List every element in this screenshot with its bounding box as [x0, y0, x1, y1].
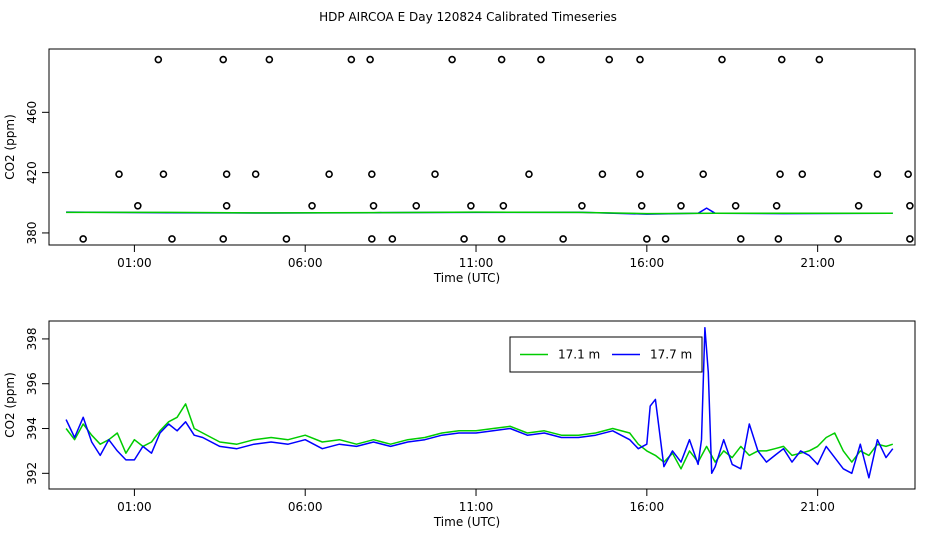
bottom-y-tick-label: 396: [25, 372, 39, 395]
top-y-tick-label: 460: [25, 101, 39, 124]
top-data-point: [636, 170, 644, 178]
top-data-point: [448, 55, 456, 64]
top-data-point: [308, 202, 316, 210]
top-data-point: [637, 202, 646, 210]
top-data-point: [643, 235, 651, 243]
top-data-point: [598, 170, 607, 178]
top-x-tick-label: 01:00: [117, 256, 152, 270]
top-data-point: [736, 235, 745, 243]
top-data-point: [460, 235, 468, 243]
top-data-point: [368, 235, 376, 243]
top-data-point: [222, 170, 231, 178]
top-data-point: [467, 202, 475, 210]
top-data-point: [798, 170, 807, 178]
top-data-point: [904, 170, 912, 178]
bottom-y-axis-label: CO2 (ppm): [3, 372, 17, 438]
top-data-point: [854, 202, 863, 210]
top-data-point: [412, 202, 421, 210]
top-data-point: [906, 202, 914, 210]
top-data-point: [251, 170, 260, 178]
top-data-point: [369, 202, 378, 210]
top-data-point: [168, 235, 176, 243]
top-data-point: [525, 170, 533, 178]
bottom-y-tick-label: 394: [25, 417, 39, 440]
top-data-point: [873, 170, 882, 178]
top-data-point: [772, 202, 781, 210]
top-data-point: [906, 235, 914, 243]
top-x-tick-label: 06:00: [288, 256, 323, 270]
top-data-point: [115, 170, 123, 178]
top-data-point: [537, 55, 545, 64]
bottom-series-line-1: [65, 326, 894, 479]
top-data-point: [499, 202, 508, 210]
bottom-plot-frame: [48, 320, 916, 490]
top-data-point: [79, 235, 87, 243]
top-data-point: [265, 55, 274, 64]
top-data-point: [497, 55, 506, 64]
top-data-point: [776, 170, 784, 178]
bottom-x-tick-label: 21:00: [800, 500, 835, 514]
bottom-legend-label: 17.7 m: [650, 348, 692, 362]
top-data-point: [222, 202, 231, 210]
top-y-axis-label: CO2 (ppm): [3, 114, 17, 180]
bottom-series-line-0: [65, 403, 894, 470]
top-x-tick-label: 11:00: [459, 256, 494, 270]
bottom-y-tick-label: 398: [25, 327, 39, 350]
top-x-tick-label: 16:00: [630, 256, 665, 270]
top-data-point: [661, 235, 670, 243]
top-series-line-1: [66, 211, 893, 215]
top-data-point: [718, 55, 726, 64]
top-data-point: [368, 170, 376, 178]
top-data-point: [815, 55, 824, 64]
page-title: HDP AIRCOA E Day 120824 Calibrated Times…: [319, 10, 617, 24]
top-data-point: [431, 170, 439, 178]
top-data-point: [347, 55, 356, 64]
top-data-point: [134, 202, 142, 210]
bottom-x-tick-label: 11:00: [459, 500, 494, 514]
top-data-point: [559, 235, 567, 243]
top-data-point: [636, 55, 644, 64]
top-data-point: [388, 235, 397, 243]
top-data-point: [731, 202, 740, 210]
top-data-point: [605, 55, 614, 64]
top-data-point: [497, 235, 506, 243]
top-data-point: [325, 170, 333, 178]
bottom-x-tick-label: 06:00: [288, 500, 323, 514]
chart-panel-bottom: 01:00 06:00 11:00 16:00 21:00 392 394 396 398 Tim…: [3, 320, 916, 529]
bottom-x-tick-label: 01:00: [117, 500, 152, 514]
bottom-y-tick-label: 392: [25, 462, 39, 485]
top-x-tick-label: 21:00: [800, 256, 835, 270]
chart-panel-top: 01:00 06:00 11:00 16:00 21:00 380 420 460 Time (…: [3, 48, 916, 285]
top-data-point: [154, 55, 163, 64]
bottom-legend-label: 17.1 m: [558, 348, 600, 362]
top-data-point: [677, 202, 685, 210]
top-data-point: [777, 55, 786, 64]
bottom-x-tick-label: 16:00: [630, 500, 665, 514]
top-data-point: [834, 235, 842, 243]
top-data-point: [578, 202, 586, 210]
top-plot-frame: [48, 48, 916, 246]
bottom-x-axis-label: Time (UTC): [433, 515, 500, 529]
top-data-point: [282, 235, 291, 243]
top-y-tick-label: 380: [25, 221, 39, 244]
top-data-point: [699, 170, 707, 178]
top-data-point: [366, 55, 374, 64]
top-data-point: [219, 235, 228, 243]
top-y-tick-label: 420: [25, 161, 39, 184]
top-x-axis-label: Time (UTC): [433, 271, 500, 285]
top-data-point: [774, 235, 783, 243]
top-data-point: [159, 170, 168, 178]
top-data-point: [219, 55, 228, 64]
